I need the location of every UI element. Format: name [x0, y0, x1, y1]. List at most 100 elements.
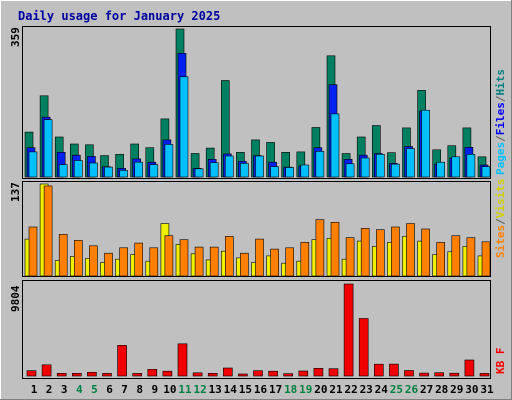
sites-bar [270, 248, 279, 277]
pages-bar [164, 144, 174, 178]
day-label: 13 [209, 383, 222, 396]
kbytes-bars [26, 283, 490, 377]
day-label: 24 [375, 383, 389, 396]
sites-bar [209, 246, 219, 277]
pages-bar [119, 170, 128, 178]
pages-bar [104, 166, 113, 178]
day-label: 17 [269, 383, 282, 396]
pages-bar [225, 155, 234, 178]
sites-bar [360, 228, 370, 277]
pages-bar [179, 76, 189, 178]
kbytes-bar [207, 372, 218, 377]
legend-kbytes: KB F [494, 348, 507, 375]
sites-bar [225, 236, 234, 277]
sites-bar [58, 234, 68, 277]
day-label: 4 [76, 383, 83, 396]
kbytes-bar [298, 370, 309, 377]
sites-bar [194, 246, 204, 277]
kbytes-bar [328, 368, 339, 377]
kbytes-bar [102, 373, 112, 377]
pages-bar [345, 163, 355, 178]
pages-bar [285, 167, 295, 178]
sites-bar [240, 252, 249, 277]
legend-sep: / [494, 135, 507, 142]
sites-bar [255, 238, 264, 277]
day-label: 26 [405, 383, 419, 396]
kbytes-panel [22, 280, 491, 379]
day-label: 22 [344, 383, 357, 396]
day-label: 9 [151, 383, 158, 396]
day-label: 7 [121, 383, 128, 396]
sites-bar [406, 223, 415, 277]
legend-sep: / [494, 95, 507, 102]
legend-hits: Hits [494, 69, 507, 96]
kbytes-bar [343, 283, 354, 377]
day-label: 31 [480, 383, 494, 396]
pages-bar [375, 154, 385, 178]
chart-title: Daily usage for January 2025 [18, 9, 220, 23]
pages-bar [255, 155, 264, 178]
kbytes-bar [87, 371, 97, 377]
sites-bar [466, 237, 476, 277]
pages-bar [43, 119, 53, 178]
pages-bar [391, 163, 400, 178]
kbytes-bar [238, 373, 248, 377]
pages-bar [300, 164, 310, 178]
pages-bar [240, 163, 249, 178]
kbytes-bar [41, 364, 52, 377]
sites-bar [330, 222, 340, 277]
day-label: 19 [299, 383, 312, 396]
kbytes-bar [373, 363, 384, 377]
pages-bar [194, 168, 204, 178]
pages-bar [406, 148, 415, 178]
sites-bar [43, 185, 53, 277]
sites-bar [315, 219, 325, 277]
sites-bar [451, 235, 461, 277]
kbytes-bar [479, 373, 490, 377]
day-label: 1 [31, 383, 38, 396]
pages-bar [436, 161, 446, 178]
day-label: 20 [314, 383, 327, 396]
pages-bar [149, 164, 159, 178]
kbytes-bar [26, 370, 37, 377]
legend-files: Files [494, 102, 507, 135]
day-label: 27 [420, 383, 433, 396]
sites-bar [179, 239, 189, 277]
kbytes-bar [117, 344, 127, 377]
day-label: 29 [450, 383, 463, 396]
sites-bar [104, 252, 113, 277]
day-label: 12 [193, 383, 206, 396]
kbytes-bar [283, 373, 294, 377]
day-label: 2 [46, 383, 53, 396]
day-label: 6 [106, 383, 113, 396]
kbytes-bar [132, 373, 142, 377]
kbytes-bar [72, 372, 82, 377]
pages-bar [74, 160, 83, 178]
kbytes-bar [162, 370, 173, 377]
visits-ymax-label: 137 [9, 182, 22, 202]
sites-bar [119, 247, 128, 277]
kbytes-bar [253, 370, 263, 377]
kbytes-bar [404, 370, 414, 377]
pages-bar [330, 113, 340, 178]
visits-legend: Sites/Visits [494, 179, 507, 259]
sites-bar [421, 228, 430, 277]
kbytes-bar [358, 318, 369, 377]
day-label: 30 [465, 383, 478, 396]
kbytes-bar [389, 363, 399, 377]
pages-bar [134, 161, 143, 178]
day-label: 16 [254, 383, 268, 396]
sites-bar [74, 240, 83, 277]
day-label: 11 [178, 383, 192, 396]
day-label: 23 [360, 383, 373, 396]
day-label: 18 [284, 383, 297, 396]
kbytes-bar [434, 372, 445, 377]
legend-sep: / [494, 218, 507, 225]
sites-bar [285, 247, 295, 277]
sites-bar [375, 229, 385, 277]
kbytes-bar [192, 372, 203, 377]
hits-ymax-label: 359 [9, 27, 22, 47]
kbytes-bar [449, 372, 460, 377]
kbytes-ymax-label: 9804 [9, 285, 22, 312]
